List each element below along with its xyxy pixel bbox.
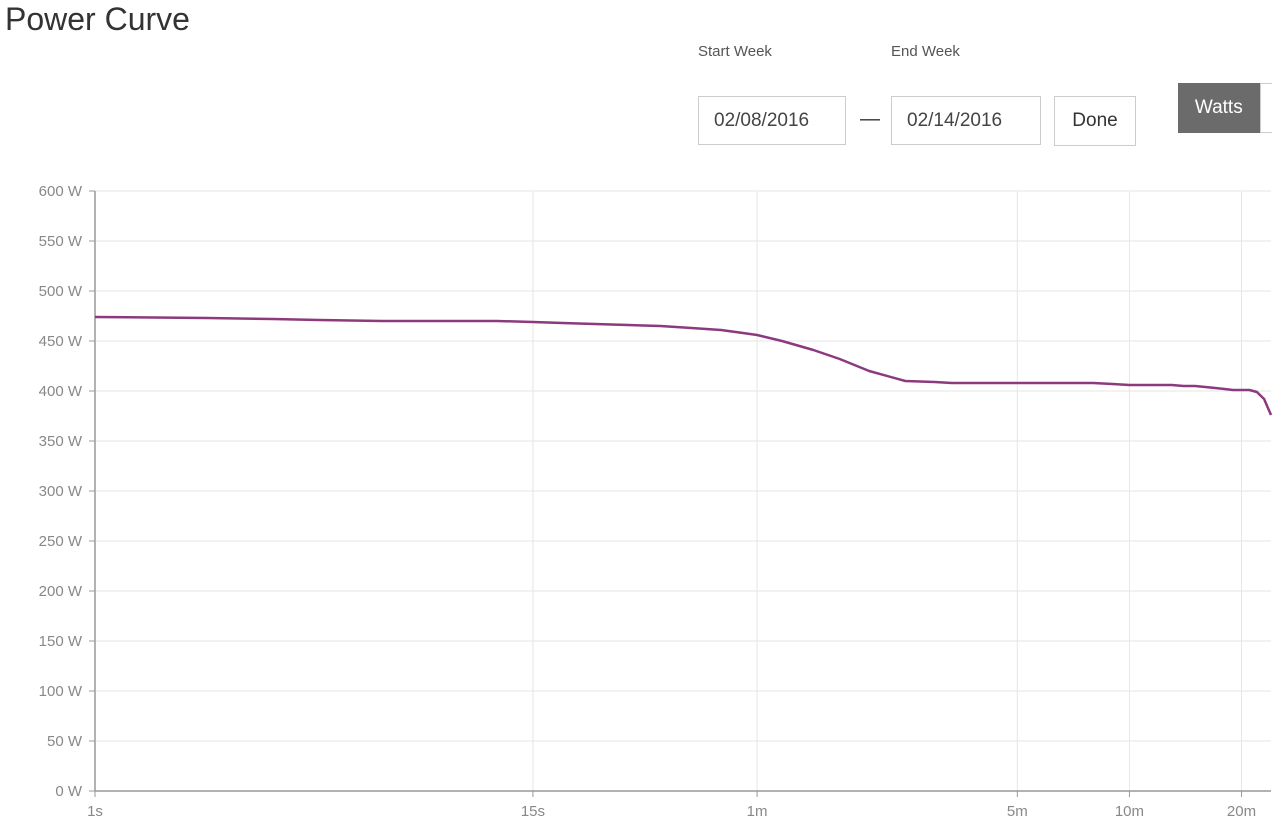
y-tick-label: 100 W [39,683,83,700]
start-week-input[interactable] [698,96,846,145]
y-tick-label: 0 W [55,783,83,800]
start-week-label: Start Week [698,43,772,60]
y-tick-label: 50 W [47,733,83,750]
done-button[interactable]: Done [1054,96,1136,146]
end-week-input[interactable] [891,96,1041,145]
power-curve-line [94,315,1272,416]
units-toggle: Watts [1178,83,1272,133]
y-tick-label: 300 W [39,483,83,500]
y-tick-label: 450 W [39,333,83,350]
units-other-button[interactable] [1259,83,1272,133]
y-tick-label: 250 W [39,533,83,550]
power-curve-chart: 0 W 50 W 100 W 150 W 200 W 250 W 300 W 350 W 400… [39,183,1272,820]
y-tick-label: 400 W [39,383,83,400]
y-tick-label: 550 W [39,233,83,250]
x-tick-label: 10m [1115,803,1144,820]
y-tick-label: 600 W [39,183,83,200]
y-tick-label: 200 W [39,583,83,600]
x-tick-label: 5m [1007,803,1028,820]
y-tick-label: 500 W [39,283,83,300]
page-title: Power Curve [5,1,190,37]
units-watts-button[interactable]: Watts [1178,83,1260,133]
date-range-separator: — [860,108,880,130]
end-week-label: End Week [891,43,960,60]
x-tick-label: 1s [87,803,103,820]
y-tick-label: 350 W [39,433,83,450]
y-tick-label: 150 W [39,633,83,650]
x-tick-label: 1m [747,803,768,820]
x-tick-label: 20m [1227,803,1256,820]
x-tick-label: 15s [521,803,545,820]
